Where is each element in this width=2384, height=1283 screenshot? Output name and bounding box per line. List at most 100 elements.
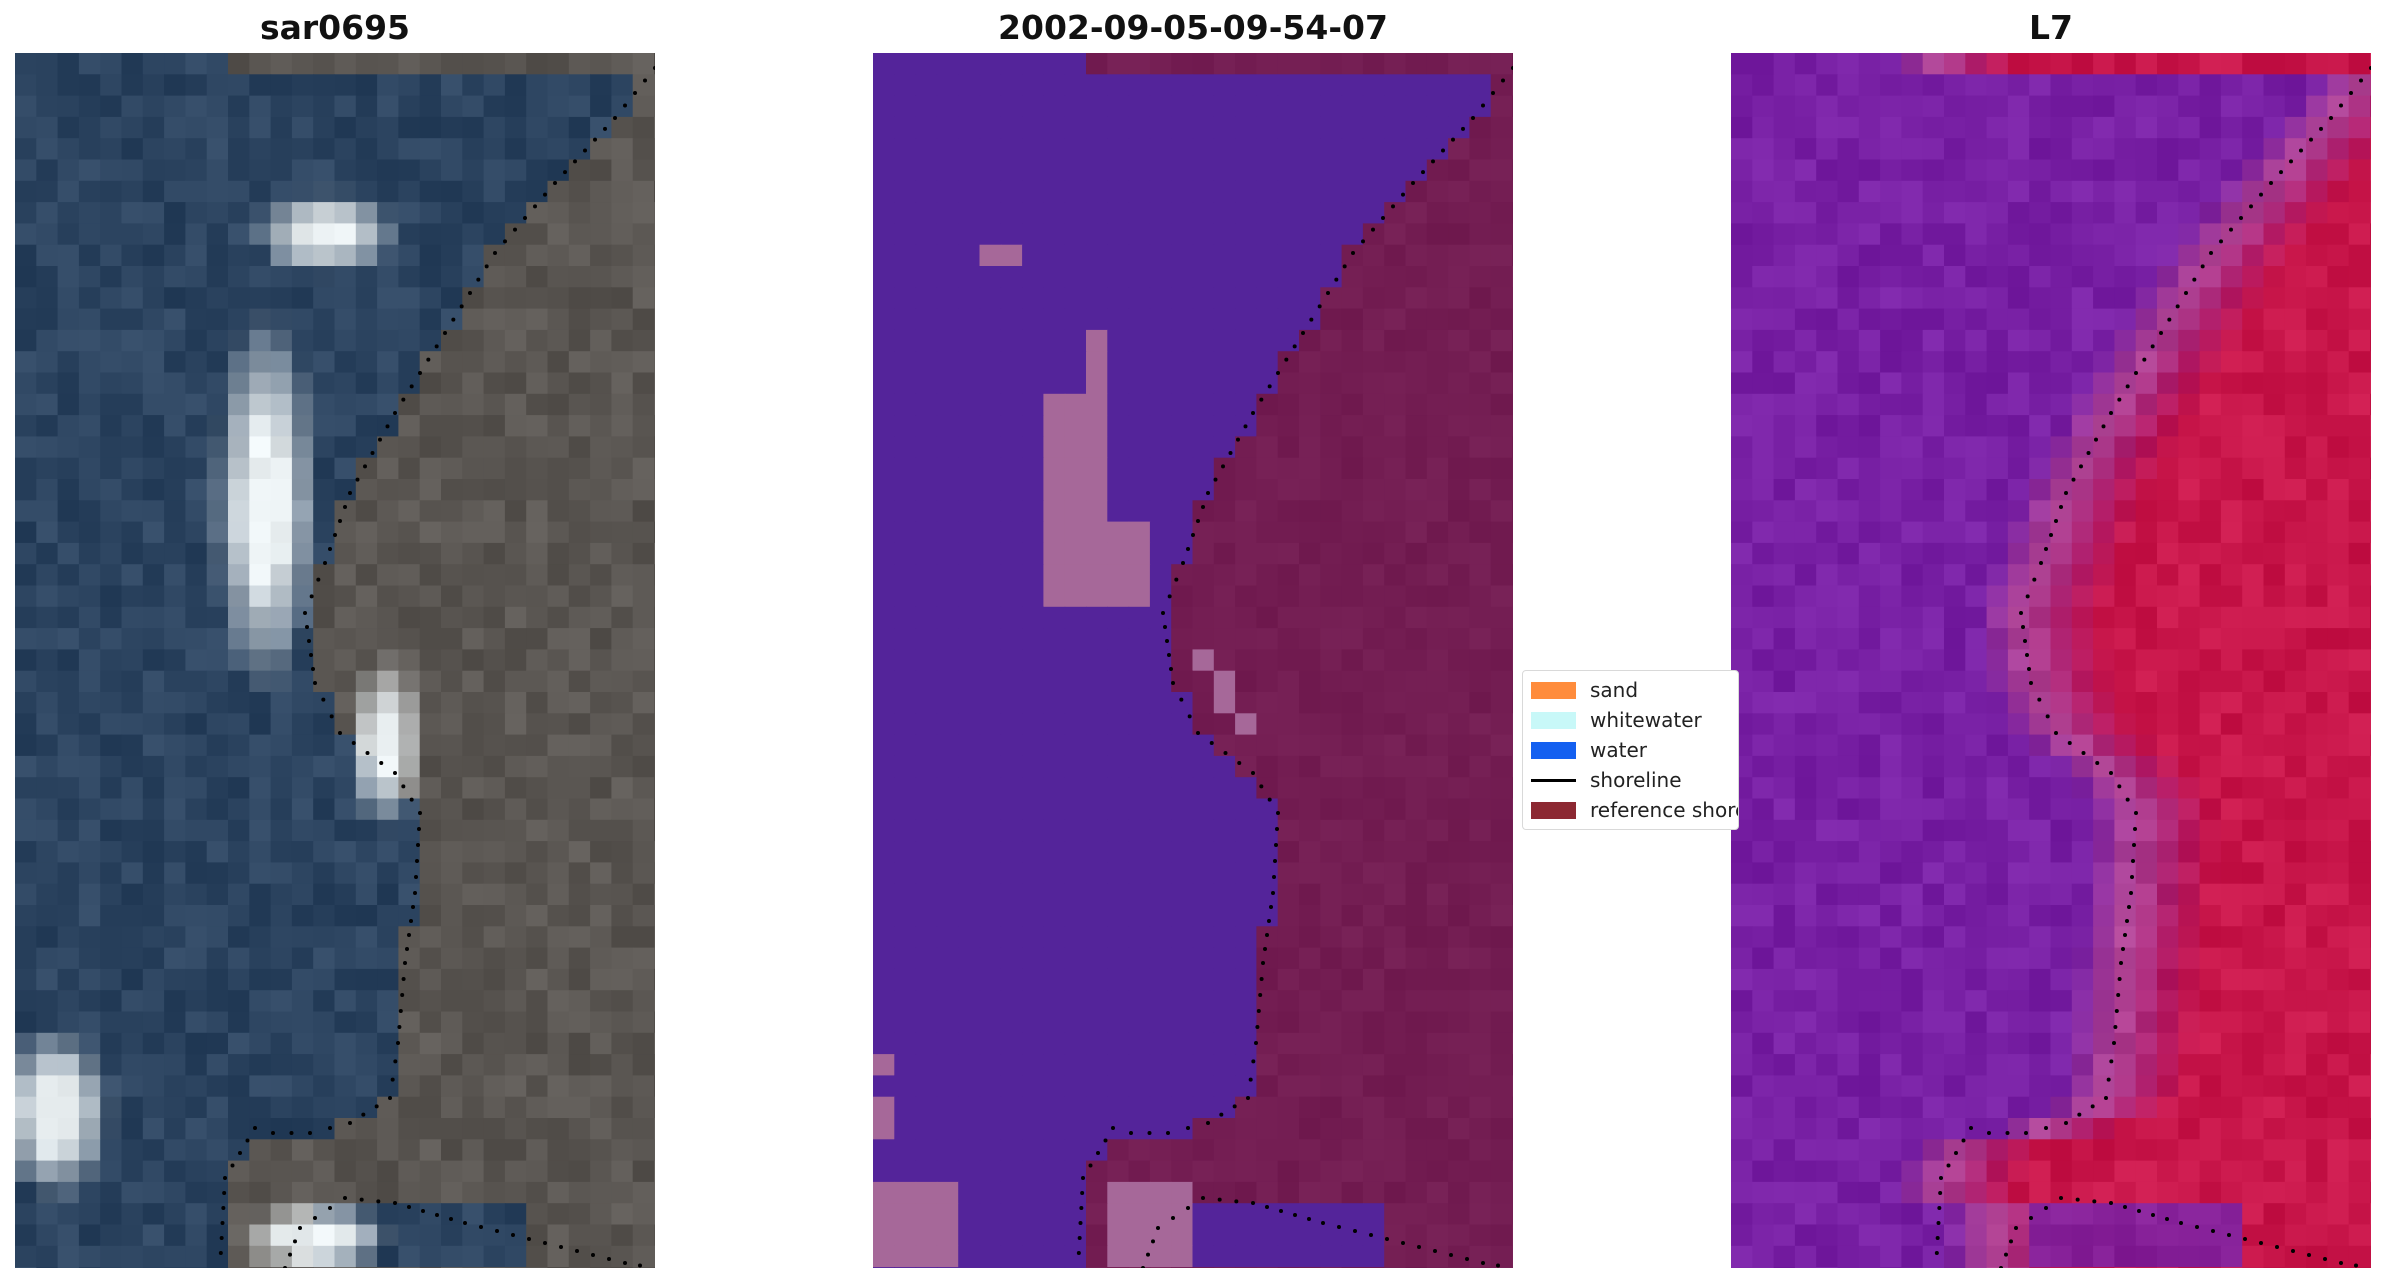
class-pixel xyxy=(1192,372,1215,395)
class-pixel xyxy=(1299,628,1321,650)
rgb-pixel xyxy=(206,436,229,459)
l7-pixel xyxy=(2263,138,2286,161)
l7-pixel xyxy=(1944,95,1966,118)
class-pixel xyxy=(1213,819,1236,842)
l7-pixel xyxy=(1901,180,1924,203)
l7-pixel xyxy=(1773,841,1796,863)
rgb-pixel xyxy=(270,990,293,1013)
l7-pixel xyxy=(2007,990,2030,1013)
class-pixel xyxy=(1448,692,1470,714)
class-pixel xyxy=(1384,1203,1407,1226)
class-pixel xyxy=(1320,500,1343,523)
rgb-pixel xyxy=(526,1096,549,1119)
l7-pixel xyxy=(2071,606,2094,629)
l7-pixel xyxy=(1731,862,1753,885)
class-pixel xyxy=(1192,1245,1215,1268)
class-pixel xyxy=(1000,393,1023,416)
rgb-pixel xyxy=(185,138,208,161)
rgb-pixel xyxy=(291,1181,314,1204)
l7-pixel xyxy=(2093,649,2115,672)
class-pixel xyxy=(1064,968,1087,991)
rgb-pixel xyxy=(483,159,506,182)
class-pixel xyxy=(1256,1054,1279,1076)
l7-pixel xyxy=(2242,116,2265,139)
class-pixel xyxy=(1235,606,1257,629)
class-pixel xyxy=(1064,266,1087,288)
rgb-pixel xyxy=(504,1139,527,1162)
class-pixel xyxy=(1426,479,1449,501)
l7-pixel xyxy=(2306,734,2328,757)
class-pixel xyxy=(1149,372,1172,395)
rgb-pixel xyxy=(654,734,655,757)
class-pixel xyxy=(894,990,917,1013)
rgb-pixel xyxy=(164,308,186,331)
class-pixel xyxy=(1299,159,1321,182)
l7-pixel xyxy=(1922,564,1945,587)
rgb-pixel xyxy=(270,1011,293,1034)
class-pixel xyxy=(873,95,895,118)
rgb-pixel xyxy=(590,1118,612,1140)
class-pixel xyxy=(873,1054,895,1076)
class-pixel xyxy=(1469,841,1492,863)
class-pixel xyxy=(1086,564,1108,587)
class-pixel xyxy=(1362,393,1385,416)
rgb-pixel xyxy=(291,990,314,1013)
rgb-pixel xyxy=(654,990,655,1013)
rgb-pixel xyxy=(441,734,463,757)
rgb-pixel xyxy=(206,308,229,331)
rgb-pixel xyxy=(355,53,378,75)
class-pixel xyxy=(1128,755,1151,778)
l7-pixel xyxy=(2199,500,2222,523)
l7-pixel xyxy=(1816,585,1839,608)
class-pixel xyxy=(1426,606,1449,629)
rgb-pixel xyxy=(36,585,59,608)
rgb-pixel xyxy=(568,947,591,970)
rgb-pixel xyxy=(526,1203,549,1226)
l7-pixel xyxy=(2135,819,2158,842)
l7-pixel xyxy=(1944,564,1966,587)
l7-pixel xyxy=(1752,542,1775,565)
class-pixel xyxy=(1426,74,1449,97)
class-pixel xyxy=(1512,1267,1513,1268)
class-pixel xyxy=(1213,138,1236,161)
class-pixel xyxy=(1128,1160,1151,1183)
class-pixel xyxy=(1469,862,1492,885)
rgb-pixel xyxy=(377,926,399,949)
class-pixel xyxy=(1256,116,1279,139)
class-pixel xyxy=(1000,692,1023,714)
class-pixel xyxy=(1320,74,1343,97)
l7-pixel xyxy=(1880,500,1902,523)
l7-pixel xyxy=(1944,947,1966,970)
rgb-pixel xyxy=(57,564,80,587)
class-pixel xyxy=(1128,947,1151,970)
l7-pixel xyxy=(2050,649,2073,672)
l7-pixel xyxy=(2071,95,2094,118)
rgb-pixel xyxy=(504,372,527,395)
class-pixel xyxy=(1043,116,1066,139)
class-pixel xyxy=(958,415,981,437)
rgb-pixel xyxy=(526,393,549,416)
rgb-pixel xyxy=(249,287,272,310)
rgb-pixel xyxy=(185,990,208,1013)
class-pixel xyxy=(1426,351,1449,374)
rgb-pixel xyxy=(632,1245,655,1268)
class-pixel xyxy=(1277,585,1300,608)
rgb-pixel xyxy=(504,1032,527,1055)
l7-pixel xyxy=(1880,564,1902,587)
class-pixel xyxy=(979,1096,1002,1119)
class-pixel xyxy=(915,244,938,267)
class-pixel xyxy=(1149,351,1172,374)
rgb-pixel xyxy=(57,542,80,565)
rgb-pixel xyxy=(462,521,485,544)
l7-pixel xyxy=(2050,905,2073,927)
class-pixel xyxy=(979,990,1002,1013)
l7-pixel xyxy=(1794,180,1817,203)
class-pixel xyxy=(1171,1054,1194,1076)
l7-pixel xyxy=(2348,223,2371,246)
rgb-pixel xyxy=(547,372,570,395)
class-pixel xyxy=(1448,1245,1470,1268)
rgb-pixel xyxy=(419,180,442,203)
class-pixel xyxy=(1320,159,1343,182)
rgb-pixel xyxy=(249,351,272,374)
class-pixel xyxy=(1171,1118,1194,1140)
